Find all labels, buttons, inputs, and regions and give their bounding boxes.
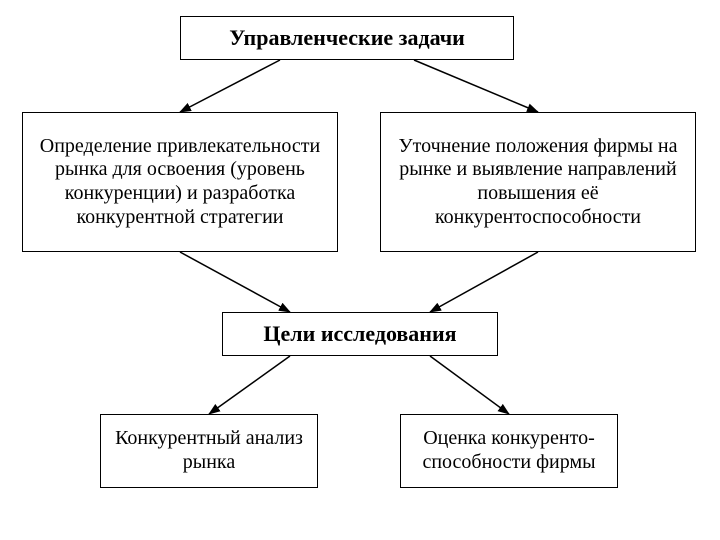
- node-mid-right: Уточнение положения фирмы на рынке и выя…: [380, 112, 696, 252]
- node-leaf-right-text: Оценка конкуренто-способности фирмы: [411, 427, 607, 474]
- node-mid-right-text: Уточнение положения фирмы на рынке и выя…: [391, 135, 685, 229]
- edge-mid_left-to-goals: [180, 252, 290, 312]
- edge-goals-to-leaf_right: [430, 356, 509, 414]
- node-goals: Цели исследования: [222, 312, 498, 356]
- edge-goals-to-leaf_left: [209, 356, 290, 414]
- node-leaf-left-text: Конкурентный анализ рынка: [111, 427, 307, 474]
- diagram-stage: Управленческие задачи Определение привле…: [0, 0, 720, 540]
- node-title-text: Управленческие задачи: [229, 25, 465, 51]
- node-mid-left-text: Определение привлекательности рынка для …: [33, 135, 327, 229]
- node-mid-left: Определение привлекательности рынка для …: [22, 112, 338, 252]
- edge-title-to-mid_left: [180, 60, 280, 112]
- node-goals-text: Цели исследования: [263, 321, 456, 347]
- edge-mid_right-to-goals: [430, 252, 538, 312]
- node-leaf-left: Конкурентный анализ рынка: [100, 414, 318, 488]
- edge-title-to-mid_right: [414, 60, 538, 112]
- node-title: Управленческие задачи: [180, 16, 514, 60]
- node-leaf-right: Оценка конкуренто-способности фирмы: [400, 414, 618, 488]
